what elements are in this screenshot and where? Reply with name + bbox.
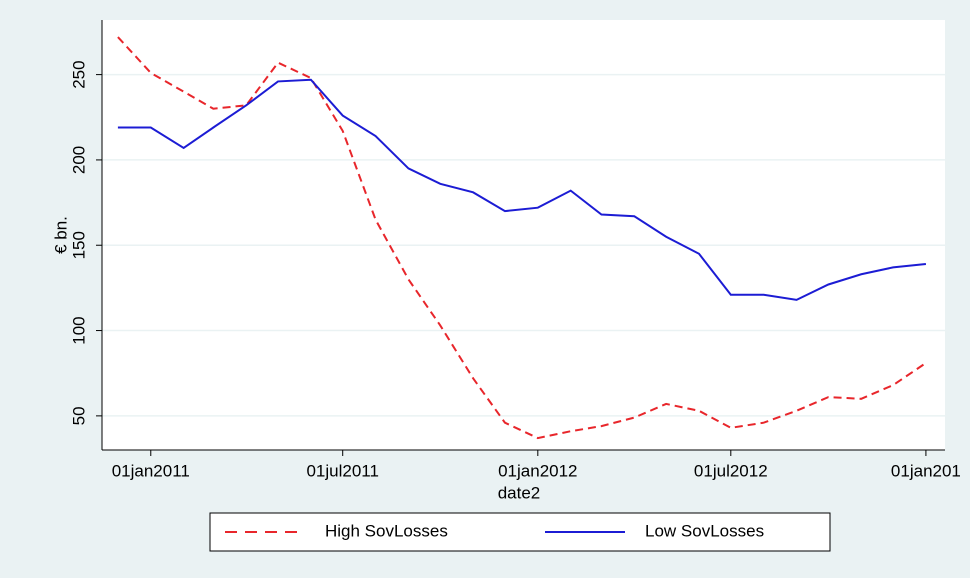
legend-label: Low SovLosses <box>645 521 764 540</box>
legend-box <box>209 512 831 552</box>
x-tick-label: 01jan2011 <box>112 461 190 480</box>
legend-label: High SovLosses <box>325 521 448 540</box>
y-tick-label: 250 <box>69 60 88 88</box>
y-axis-title: € bn. <box>51 216 70 254</box>
y-tick-label: 200 <box>69 146 88 174</box>
y-tick-label: 150 <box>69 231 88 259</box>
x-axis-title: date2 <box>498 483 541 502</box>
x-tick-label: 01jul2011 <box>306 461 378 480</box>
y-tick-label: 100 <box>69 316 88 344</box>
series-line <box>117 36 927 440</box>
series-line <box>117 78 927 301</box>
plot-area <box>102 20 945 450</box>
y-tick-label: 50 <box>69 406 88 425</box>
x-tick-label: 01jan201 <box>891 461 961 480</box>
x-tick-label: 01jan2012 <box>498 461 577 480</box>
x-tick-label: 01jul2012 <box>694 461 768 480</box>
